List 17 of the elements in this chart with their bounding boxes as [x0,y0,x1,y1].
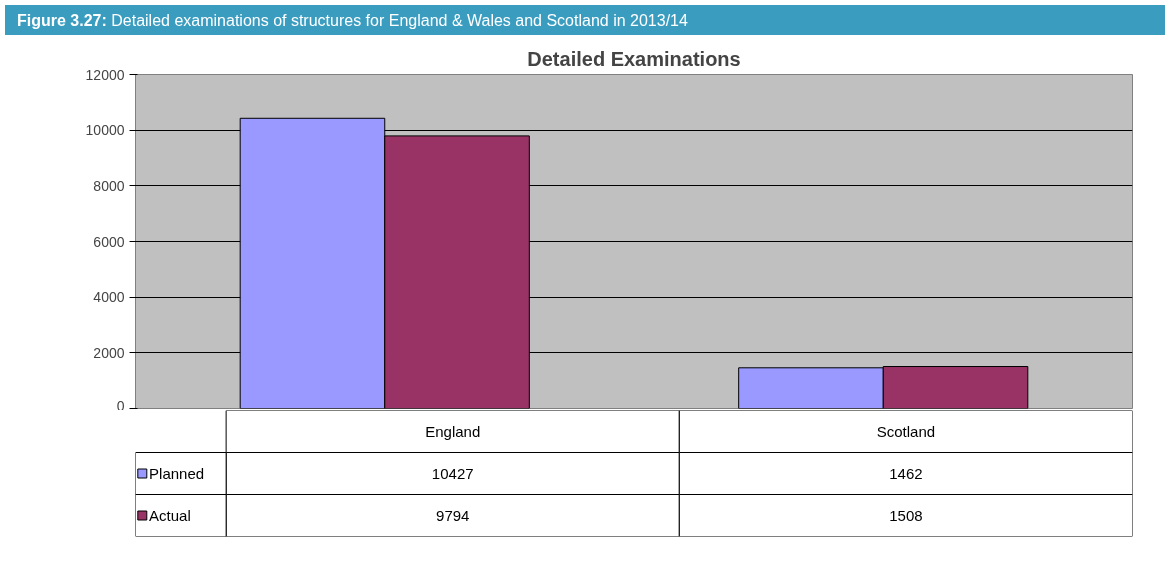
x-tick-label: England [425,423,481,440]
data-label: 1462 [889,464,923,482]
legend-label: Actual [149,507,191,524]
y-tick-label: 2000 [93,344,125,361]
caption: Figure 3.27: Detailed examinations of structures for England & Wales and Scotland in 2013/14 [17,11,688,31]
legend-label: Planned [149,465,205,482]
chart-title: Detailed Examinations [527,47,741,70]
y-tick-label: 0 [116,397,125,414]
y-tick-label: 12000 [85,66,125,83]
y-tick-label: 4000 [93,289,125,306]
x-tick-label: Scotland [876,423,936,440]
data-label: 10427 [431,464,474,482]
data-label: 1508 [889,506,923,524]
y-tick-label: 8000 [93,177,125,194]
y-tick-label: 10000 [85,122,125,139]
data-label: 9794 [436,506,470,524]
y-tick-label: 6000 [93,233,125,250]
